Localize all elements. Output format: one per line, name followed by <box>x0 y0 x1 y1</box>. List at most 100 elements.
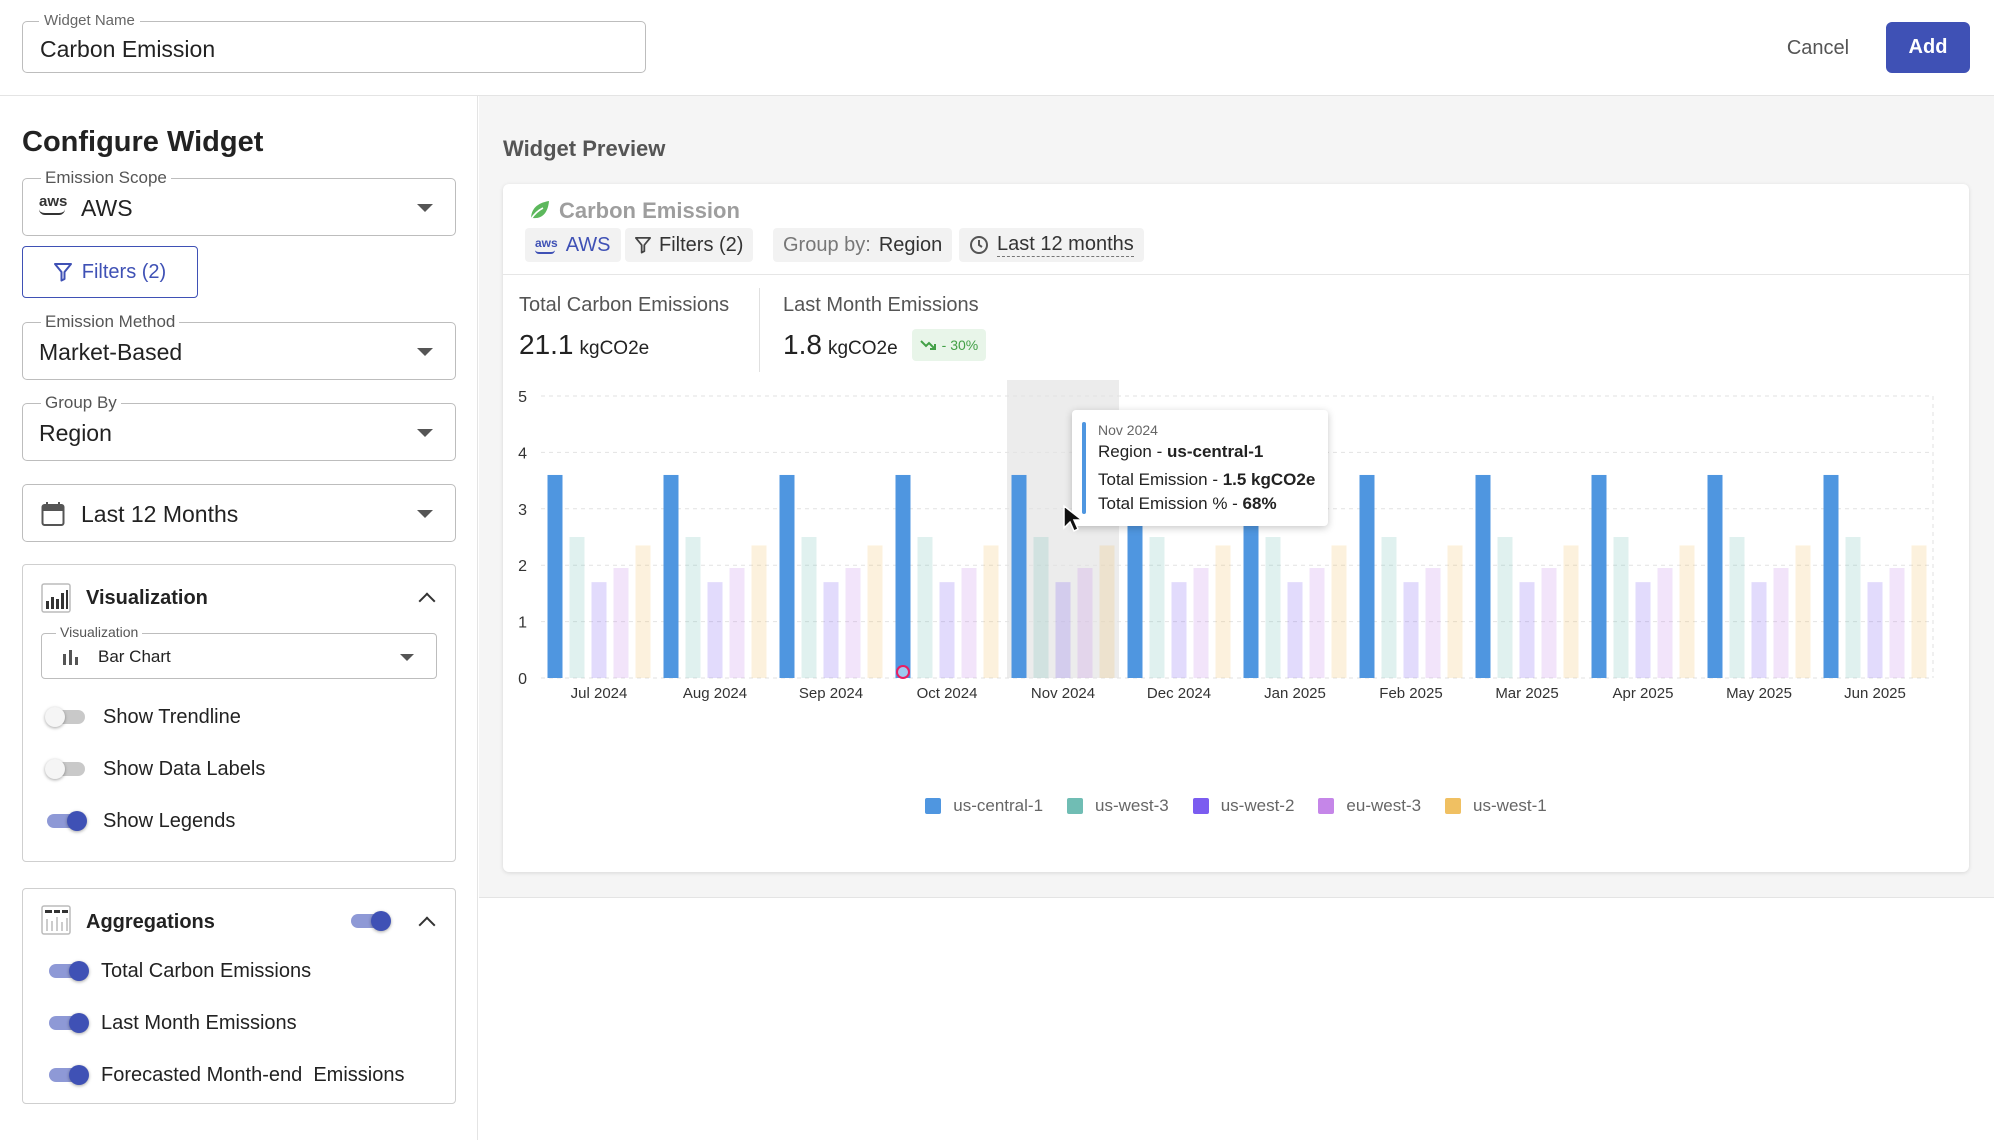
clock-icon <box>970 236 988 254</box>
bar-eu-west-3 <box>1193 568 1209 678</box>
bar-us-central-1 <box>547 474 563 678</box>
bar-us-west-3 <box>1381 537 1397 678</box>
tooltip-pct: Total Emission % - 68% <box>1098 494 1277 513</box>
show-trendline-toggle[interactable] <box>45 701 87 733</box>
x-tick-label: Dec 2024 <box>1147 685 1211 702</box>
add-button[interactable]: Add <box>1886 22 1970 73</box>
legend-label: us-central-1 <box>953 796 1044 815</box>
y-tick-label: 0 <box>518 671 527 688</box>
visualization-select[interactable]: Visualization Bar Chart <box>41 625 437 679</box>
tooltip-series-marker <box>1082 422 1086 514</box>
aggregations-title: Aggregations <box>86 911 215 933</box>
total-emissions-aggregate: Total Carbon Emissions 21.1 kgCO2e <box>519 294 729 361</box>
y-tick-label: 5 <box>518 389 527 406</box>
tooltip-date: Nov 2024 <box>1098 422 1158 438</box>
date-range-select[interactable]: Last 12 Months <box>22 484 456 542</box>
bar-eu-west-3 <box>1657 568 1673 678</box>
filters-button-label: Filters (2) <box>81 260 167 283</box>
bar-chart-icon <box>63 650 78 665</box>
bar-us-west-3 <box>1497 537 1513 678</box>
bar-us-west-1 <box>635 545 651 678</box>
show-data-labels-toggle[interactable] <box>45 753 87 785</box>
emission-scope-select[interactable]: Emission Scope aws AWS <box>22 169 456 236</box>
filter-icon <box>53 263 72 282</box>
bar-eu-west-3 <box>1077 568 1093 678</box>
legend-swatch <box>1067 798 1084 814</box>
legend-item[interactable]: us-west-3 <box>1067 796 1169 816</box>
tooltip-region: Region - us-central-1 <box>1098 442 1264 461</box>
bar-us-west-2 <box>1635 582 1651 678</box>
bar-us-west-3 <box>685 537 701 678</box>
total-emissions-unit: kgCO2e <box>579 338 650 359</box>
aws-logo-icon: aws <box>535 236 558 254</box>
y-tick-label: 4 <box>518 445 527 462</box>
show-data-labels-label: Show Data Labels <box>103 757 266 780</box>
last-month-emissions-unit: kgCO2e <box>827 338 898 359</box>
forecasted-toggle[interactable] <box>47 1059 89 1091</box>
visualization-select-value: Bar Chart <box>98 647 171 666</box>
bar-us-west-3 <box>569 537 585 678</box>
emission-method-select[interactable]: Emission Method Market-Based <box>22 313 456 380</box>
visualization-select-label: Visualization <box>56 625 143 640</box>
chevron-up-icon[interactable] <box>418 916 436 934</box>
x-tick-label: Nov 2024 <box>1031 685 1095 702</box>
x-tick-label: Jul 2024 <box>571 685 628 702</box>
bar-us-west-3 <box>1265 537 1281 678</box>
legend-item[interactable]: us-west-2 <box>1192 796 1295 816</box>
widget-name-field[interactable]: Widget Name Carbon Emission <box>22 13 646 73</box>
scope-chip-label: AWS <box>565 233 611 256</box>
aggregate-divider <box>759 288 760 372</box>
group-by-value: Region <box>39 420 112 446</box>
bar-us-west-2 <box>1751 582 1767 678</box>
widget-preview-title: Widget Preview <box>503 136 666 161</box>
widget-name-value[interactable]: Carbon Emission <box>40 36 216 62</box>
bar-us-west-1 <box>751 545 767 678</box>
bar-us-west-3 <box>1845 537 1861 678</box>
bar-us-west-1 <box>1215 545 1231 678</box>
aggregation-table-icon <box>41 905 71 935</box>
forecasted-label: Forecasted Month-end Emissions <box>101 1063 405 1086</box>
emissions-bar-chart[interactable]: 0 1 2 3 4 5 Jul 2024 Aug 2024 Sep 2024 Oct 2024 No… <box>503 380 1969 790</box>
bar-us-west-3 <box>1033 537 1049 678</box>
configure-panel: Configure Widget Emission Scope aws AWS … <box>0 96 478 1140</box>
y-tick-label: 1 <box>518 615 527 632</box>
mouse-cursor-icon <box>1063 504 1084 533</box>
change-badge-value: - 30% <box>941 337 979 353</box>
bar-us-central-1 <box>779 474 795 678</box>
show-trendline-label: Show Trendline <box>103 705 241 728</box>
bar-us-west-2 <box>1055 582 1071 678</box>
bar-us-central-1 <box>663 474 679 678</box>
chevron-down-icon <box>400 654 414 661</box>
last-month-toggle[interactable] <box>47 1007 89 1039</box>
total-carbon-toggle[interactable] <box>47 955 89 987</box>
filters-chip: Filters (2) <box>625 228 754 262</box>
filters-button[interactable]: Filters (2) <box>22 246 198 298</box>
forecasted-row: Forecasted Month-end Emissions <box>47 1059 404 1091</box>
total-carbon-row: Total Carbon Emissions <box>47 955 311 987</box>
legend-item[interactable]: us-west-1 <box>1445 796 1547 816</box>
bar-us-west-3 <box>1729 537 1745 678</box>
chart-legend: us-central-1 us-west-3 us-west-2 eu-west-3 u… <box>503 796 1969 816</box>
legend-swatch <box>1318 798 1335 814</box>
legend-item[interactable]: us-central-1 <box>925 796 1043 816</box>
bar-us-west-2 <box>591 582 607 678</box>
chevron-up-icon[interactable] <box>418 592 436 610</box>
aggregations-enable-toggle[interactable] <box>349 905 391 937</box>
legend-item[interactable]: eu-west-3 <box>1318 796 1421 816</box>
bar-us-west-1 <box>1331 545 1347 678</box>
bar-us-west-2 <box>1867 582 1883 678</box>
x-tick-label: Jan 2025 <box>1264 685 1326 702</box>
bar-eu-west-3 <box>1425 568 1441 678</box>
group-by-select[interactable]: Group By Region <box>22 394 456 461</box>
bar-us-west-2 <box>1171 582 1187 678</box>
last-month-emissions-label: Last Month Emissions <box>783 294 979 316</box>
bar-us-west-2 <box>823 582 839 678</box>
last-month-label: Last Month Emissions <box>101 1011 297 1034</box>
legend-label: us-west-2 <box>1220 796 1295 815</box>
y-tick-label: 3 <box>518 502 527 519</box>
bar-us-central-1 <box>895 474 911 678</box>
show-legends-toggle[interactable] <box>45 805 87 837</box>
legend-label: eu-west-3 <box>1346 796 1422 815</box>
cancel-button[interactable]: Cancel <box>1770 30 1866 66</box>
bar-us-west-1 <box>1911 545 1927 678</box>
